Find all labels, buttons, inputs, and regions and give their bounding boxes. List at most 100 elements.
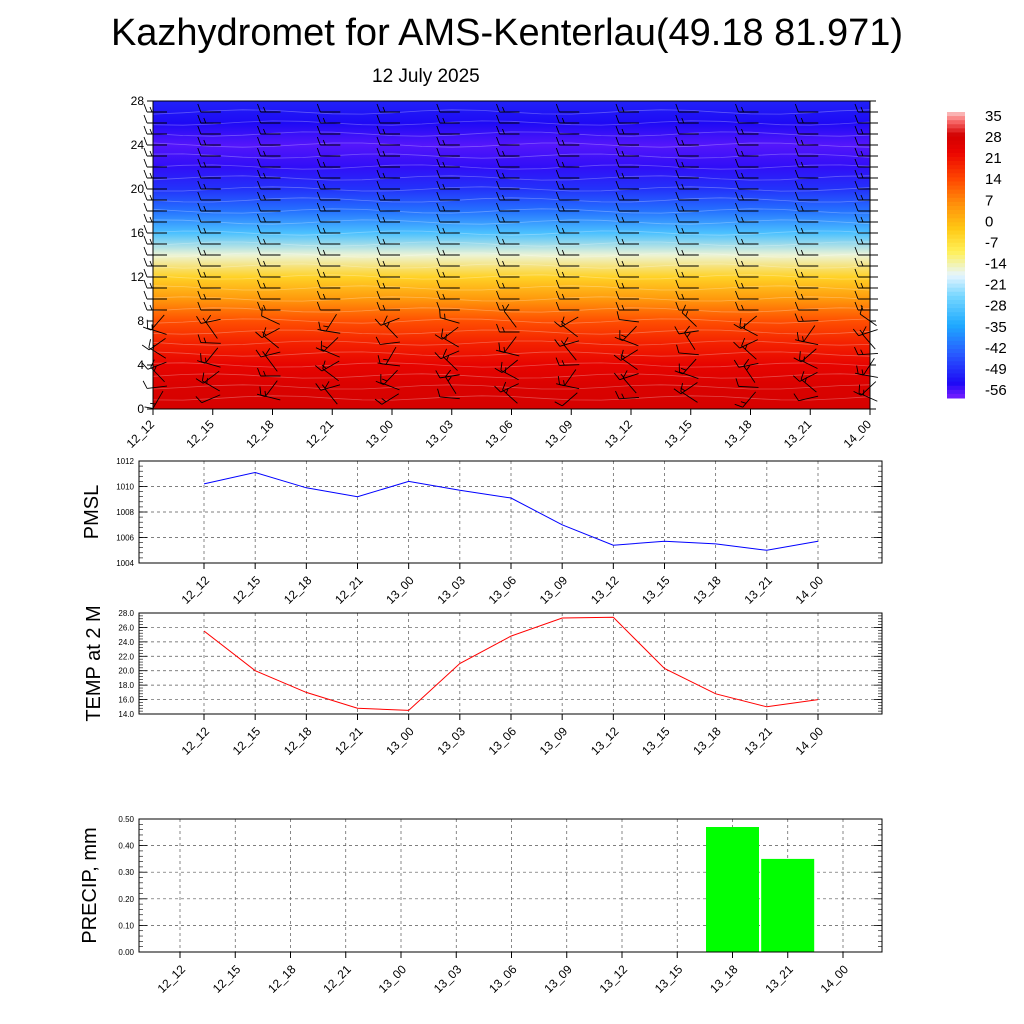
- wind-barb-flag: [149, 238, 153, 245]
- wind-barb: [613, 372, 639, 381]
- wind-barb-flag: [854, 346, 859, 356]
- wind-barb-staff: [682, 358, 697, 375]
- wind-barb: [141, 361, 167, 370]
- colorbar-swatch: [947, 136, 965, 142]
- wind-barb-flag: [437, 388, 441, 398]
- wind-barb-flag: [741, 128, 744, 135]
- wind-barb-flag: [496, 114, 500, 124]
- wind-barb: [735, 235, 759, 245]
- wind-barb: [264, 347, 278, 372]
- wind-barb-flag: [149, 172, 153, 179]
- wind-barb: [496, 323, 520, 333]
- colorbar-swatch: [947, 369, 965, 374]
- wind-barb: [555, 257, 580, 267]
- wind-barb-flag: [436, 136, 441, 146]
- y-tick-label: 20.0: [118, 667, 134, 676]
- wind-barb: [794, 279, 819, 289]
- wind-barb: [496, 191, 520, 201]
- x-tick-label: 13_06: [486, 724, 520, 758]
- wind-barb: [436, 169, 460, 179]
- wind-barb: [261, 307, 280, 325]
- y-tick-label: 1004: [116, 559, 134, 568]
- wind-barb: [376, 191, 400, 201]
- colorbar-swatch: [947, 361, 965, 366]
- wind-barb-flag: [794, 114, 799, 124]
- wind-barb-staff: [678, 352, 699, 356]
- wind-barb-flag: [498, 342, 501, 352]
- x-tick-label: 13_21: [741, 573, 775, 607]
- wind-barb: [674, 358, 697, 375]
- wind-barb-flag: [436, 125, 441, 135]
- colorbar-swatch: [947, 124, 965, 129]
- wind-barb: [257, 246, 281, 256]
- chart-subtitle: 12 July 2025: [372, 66, 480, 87]
- wind-barb: [316, 202, 341, 212]
- wind-barb: [675, 279, 699, 289]
- wind-barb: [257, 191, 281, 201]
- wind-barb-flag: [675, 136, 680, 146]
- wind-barb-staff: [863, 358, 875, 376]
- wind-barb-flag: [257, 224, 261, 234]
- wind-barb-flag: [794, 246, 799, 256]
- wind-barb-flag: [436, 246, 441, 256]
- wind-barb: [563, 337, 577, 361]
- wind-barb: [555, 224, 580, 234]
- y-axis-label: TEMP at 2 M: [83, 605, 105, 721]
- colorbar-swatch: [947, 304, 965, 309]
- wind-barb-flag: [436, 301, 441, 311]
- wind-barb-flag: [675, 103, 680, 113]
- wind-barb-flag: [502, 194, 505, 201]
- heatmap-x-tick-label: 13_09: [542, 417, 576, 451]
- wind-barb-flag: [263, 106, 266, 113]
- wind-barb-flag: [382, 260, 386, 267]
- wind-barb: [436, 202, 460, 212]
- wind-barb: [143, 158, 167, 168]
- wind-barb: [143, 169, 167, 179]
- wind-barb: [555, 158, 580, 168]
- wind-barb: [794, 301, 819, 311]
- colorbar-swatch: [947, 357, 965, 362]
- wind-barb: [377, 346, 397, 365]
- wind-barb-flag: [324, 381, 330, 389]
- wind-barb-flag: [376, 147, 381, 157]
- y-tick-label: 0.20: [118, 895, 134, 904]
- wind-barb-staff: [559, 340, 580, 347]
- wind-barb-flag: [681, 183, 685, 190]
- wind-barb-flag: [681, 304, 686, 313]
- wind-barb-flag: [735, 180, 739, 190]
- wind-barb-flag: [197, 279, 202, 289]
- colorbar-swatch: [947, 381, 965, 387]
- wind-barb: [496, 125, 520, 135]
- wind-barb-flag: [257, 268, 261, 278]
- wind-barb-flag: [197, 202, 202, 212]
- wind-barb-flag: [561, 139, 565, 146]
- wind-barb-flag: [263, 194, 266, 201]
- wind-barb-flag: [322, 249, 326, 256]
- wind-barb-flag: [743, 358, 750, 367]
- wind-barb-flag: [376, 235, 381, 245]
- colorbar-swatch: [947, 242, 965, 248]
- wind-barb-flag: [615, 147, 620, 157]
- wind-barb-flag: [502, 260, 505, 267]
- wind-barb: [434, 350, 460, 360]
- wind-barb-staff: [799, 371, 818, 382]
- wind-barb-flag: [496, 224, 500, 234]
- wind-barb: [257, 125, 281, 135]
- wind-barb-flag: [800, 117, 804, 124]
- wind-barb-flag: [675, 114, 680, 124]
- x-tick-label: 13_12: [588, 573, 622, 607]
- wind-barb: [675, 136, 699, 146]
- wind-barb-flag: [259, 386, 262, 396]
- wind-barb-flag: [681, 161, 685, 168]
- wind-barb: [316, 301, 341, 311]
- wind-barb-flag: [496, 268, 500, 278]
- wind-barb-flag: [800, 139, 804, 146]
- wind-barb-flag: [674, 370, 683, 375]
- wind-barb-flag: [675, 279, 680, 289]
- wind-barb-flag: [203, 183, 207, 190]
- heatmap-contour-line: [152, 373, 871, 379]
- wind-barb-flag: [675, 202, 680, 212]
- wind-barb-flag: [561, 161, 565, 168]
- colorbar-swatch: [947, 201, 965, 207]
- wind-barb: [436, 180, 460, 190]
